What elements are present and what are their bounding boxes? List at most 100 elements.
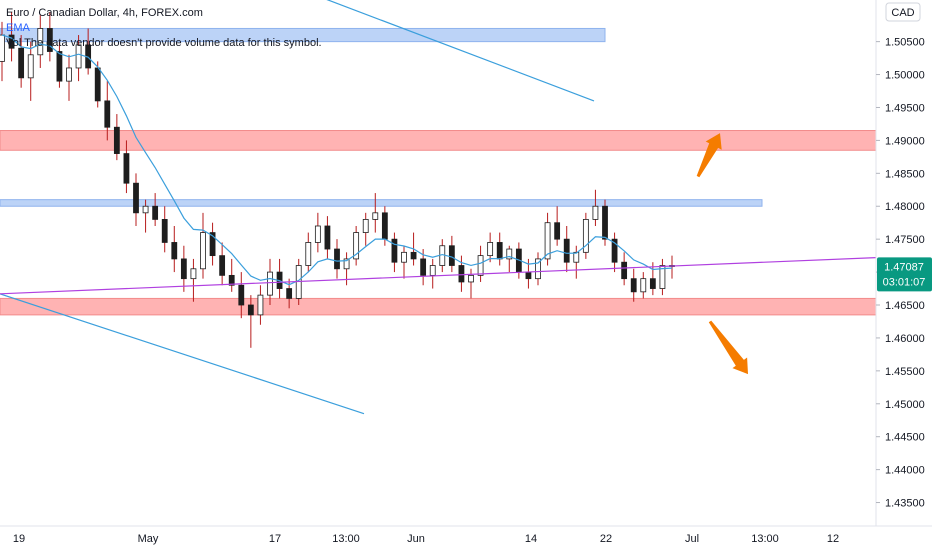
price-axis: 1.50500 1.50000 1.49500 1.49000 1.48500 1.480…: [876, 37, 925, 510]
candle-body: [362, 219, 369, 233]
price-tick-label: 1.46000: [885, 333, 925, 345]
time-tick-label: Jul: [685, 533, 699, 545]
candle-body: [46, 28, 53, 52]
red-zone-3: [0, 297, 877, 316]
candle-body: [535, 258, 541, 280]
candle-body: [180, 258, 187, 280]
candle-body: [554, 222, 561, 240]
candle-body: [219, 255, 226, 276]
symbol-title[interactable]: Euro / Canadian Dollar, 4h, FOREX.com: [6, 7, 203, 19]
last-price-box: [877, 257, 932, 292]
countdown-timer: 03:01:07: [883, 276, 926, 288]
candle-body: [171, 242, 178, 260]
ema-line: [1, 34, 673, 286]
currency-badge-box: [885, 2, 921, 22]
price-tick-label: 1.49000: [885, 135, 925, 147]
candle-body: [27, 54, 34, 79]
candle-body: [0, 34, 5, 62]
arrow-up-icon: [696, 133, 722, 178]
arrow-shape: [708, 320, 748, 375]
candle-body: [209, 232, 216, 257]
time-axis: 19 May 17 13:00 Jun 14 22 Jul 13:00 12: [13, 533, 839, 545]
candle-body: [238, 284, 245, 306]
candle-body: [659, 265, 666, 289]
arrow-shape: [696, 133, 722, 178]
price-tick-label: 1.43500: [885, 498, 925, 510]
candle-body: [66, 67, 72, 82]
time-tick-label: May: [138, 533, 159, 545]
currency-badge-label[interactable]: CAD: [891, 7, 914, 19]
time-tick-label: 19: [13, 533, 25, 545]
ema-indicator-label[interactable]: EMA: [6, 22, 30, 34]
candle-body: [372, 212, 379, 220]
price-tick-label: 1.44500: [885, 432, 925, 444]
candle-body: [525, 271, 532, 280]
price-tick-label: 1.44000: [885, 465, 925, 477]
candle-body: [113, 126, 120, 154]
candle-body: [506, 248, 513, 260]
time-tick-label: 13:00: [332, 533, 360, 545]
chart-legend: Euro / Canadian Dollar, 4h, FOREX.com EM…: [6, 6, 322, 51]
candle-body: [458, 265, 465, 283]
time-tick-label: Jun: [407, 533, 425, 545]
candle-body: [8, 34, 15, 49]
candle-body: [563, 238, 570, 263]
candle-body: [267, 271, 273, 296]
price-tick-label: 1.48500: [885, 168, 925, 180]
volume-indicator-label[interactable]: Vol The data vendor doesn't provide volu…: [6, 37, 322, 49]
candle-body: [305, 242, 312, 266]
price-tick-label: 1.50500: [885, 37, 925, 49]
candle-body: [104, 100, 111, 128]
candle-body: [477, 255, 484, 276]
candle-body: [381, 212, 388, 240]
candle-body: [324, 225, 331, 250]
blue-zone-0: [0, 27, 606, 43]
candle-body: [621, 261, 628, 280]
price-tick-label: 1.49500: [885, 102, 925, 114]
time-tick-label: 17: [269, 533, 281, 545]
candle-body: [37, 28, 44, 56]
candle-body: [487, 242, 494, 257]
time-tick-label: 12: [827, 533, 839, 545]
candle-body: [496, 242, 503, 260]
candle-body: [602, 205, 608, 240]
blue-trendline-1: [0, 293, 365, 415]
candle-body: [190, 268, 197, 280]
candle-body: [161, 219, 168, 243]
candle-body: [420, 258, 427, 276]
candle-body: [391, 238, 398, 263]
time-tick-label: 13:00: [751, 533, 779, 545]
candle-body: [649, 278, 656, 289]
candle-body: [410, 251, 417, 260]
time-tick-label: 22: [600, 533, 612, 545]
candle-body: [448, 245, 455, 266]
price-tick-label: 1.45500: [885, 366, 925, 378]
candle-body: [592, 205, 599, 220]
candle-body: [133, 182, 139, 214]
candle-body: [630, 278, 637, 293]
candle-body: [286, 288, 293, 299]
arrow-down-icon: [708, 320, 748, 375]
candle-body: [343, 258, 350, 270]
price-tick-label: 1.50000: [885, 70, 925, 82]
price-tick-label: 1.47500: [885, 234, 925, 246]
candle-body: [314, 225, 321, 243]
candle-body: [429, 265, 436, 276]
price-tick-label: 1.46500: [885, 300, 925, 312]
candle-body: [247, 304, 254, 316]
candle-body: [334, 248, 340, 270]
time-tick-label: 14: [525, 533, 537, 545]
candle-body: [200, 232, 206, 270]
candle-body: [56, 51, 63, 82]
currency-badge: CAD: [885, 2, 921, 22]
price-tick-label: 1.48000: [885, 201, 925, 213]
candle-body: [611, 238, 618, 263]
candle-body: [582, 219, 589, 253]
red-zone-1: [0, 130, 877, 151]
candle-body: [353, 232, 360, 260]
blue-zone-2: [0, 199, 763, 207]
candle-body: [142, 205, 149, 214]
candle-body: [468, 274, 474, 283]
